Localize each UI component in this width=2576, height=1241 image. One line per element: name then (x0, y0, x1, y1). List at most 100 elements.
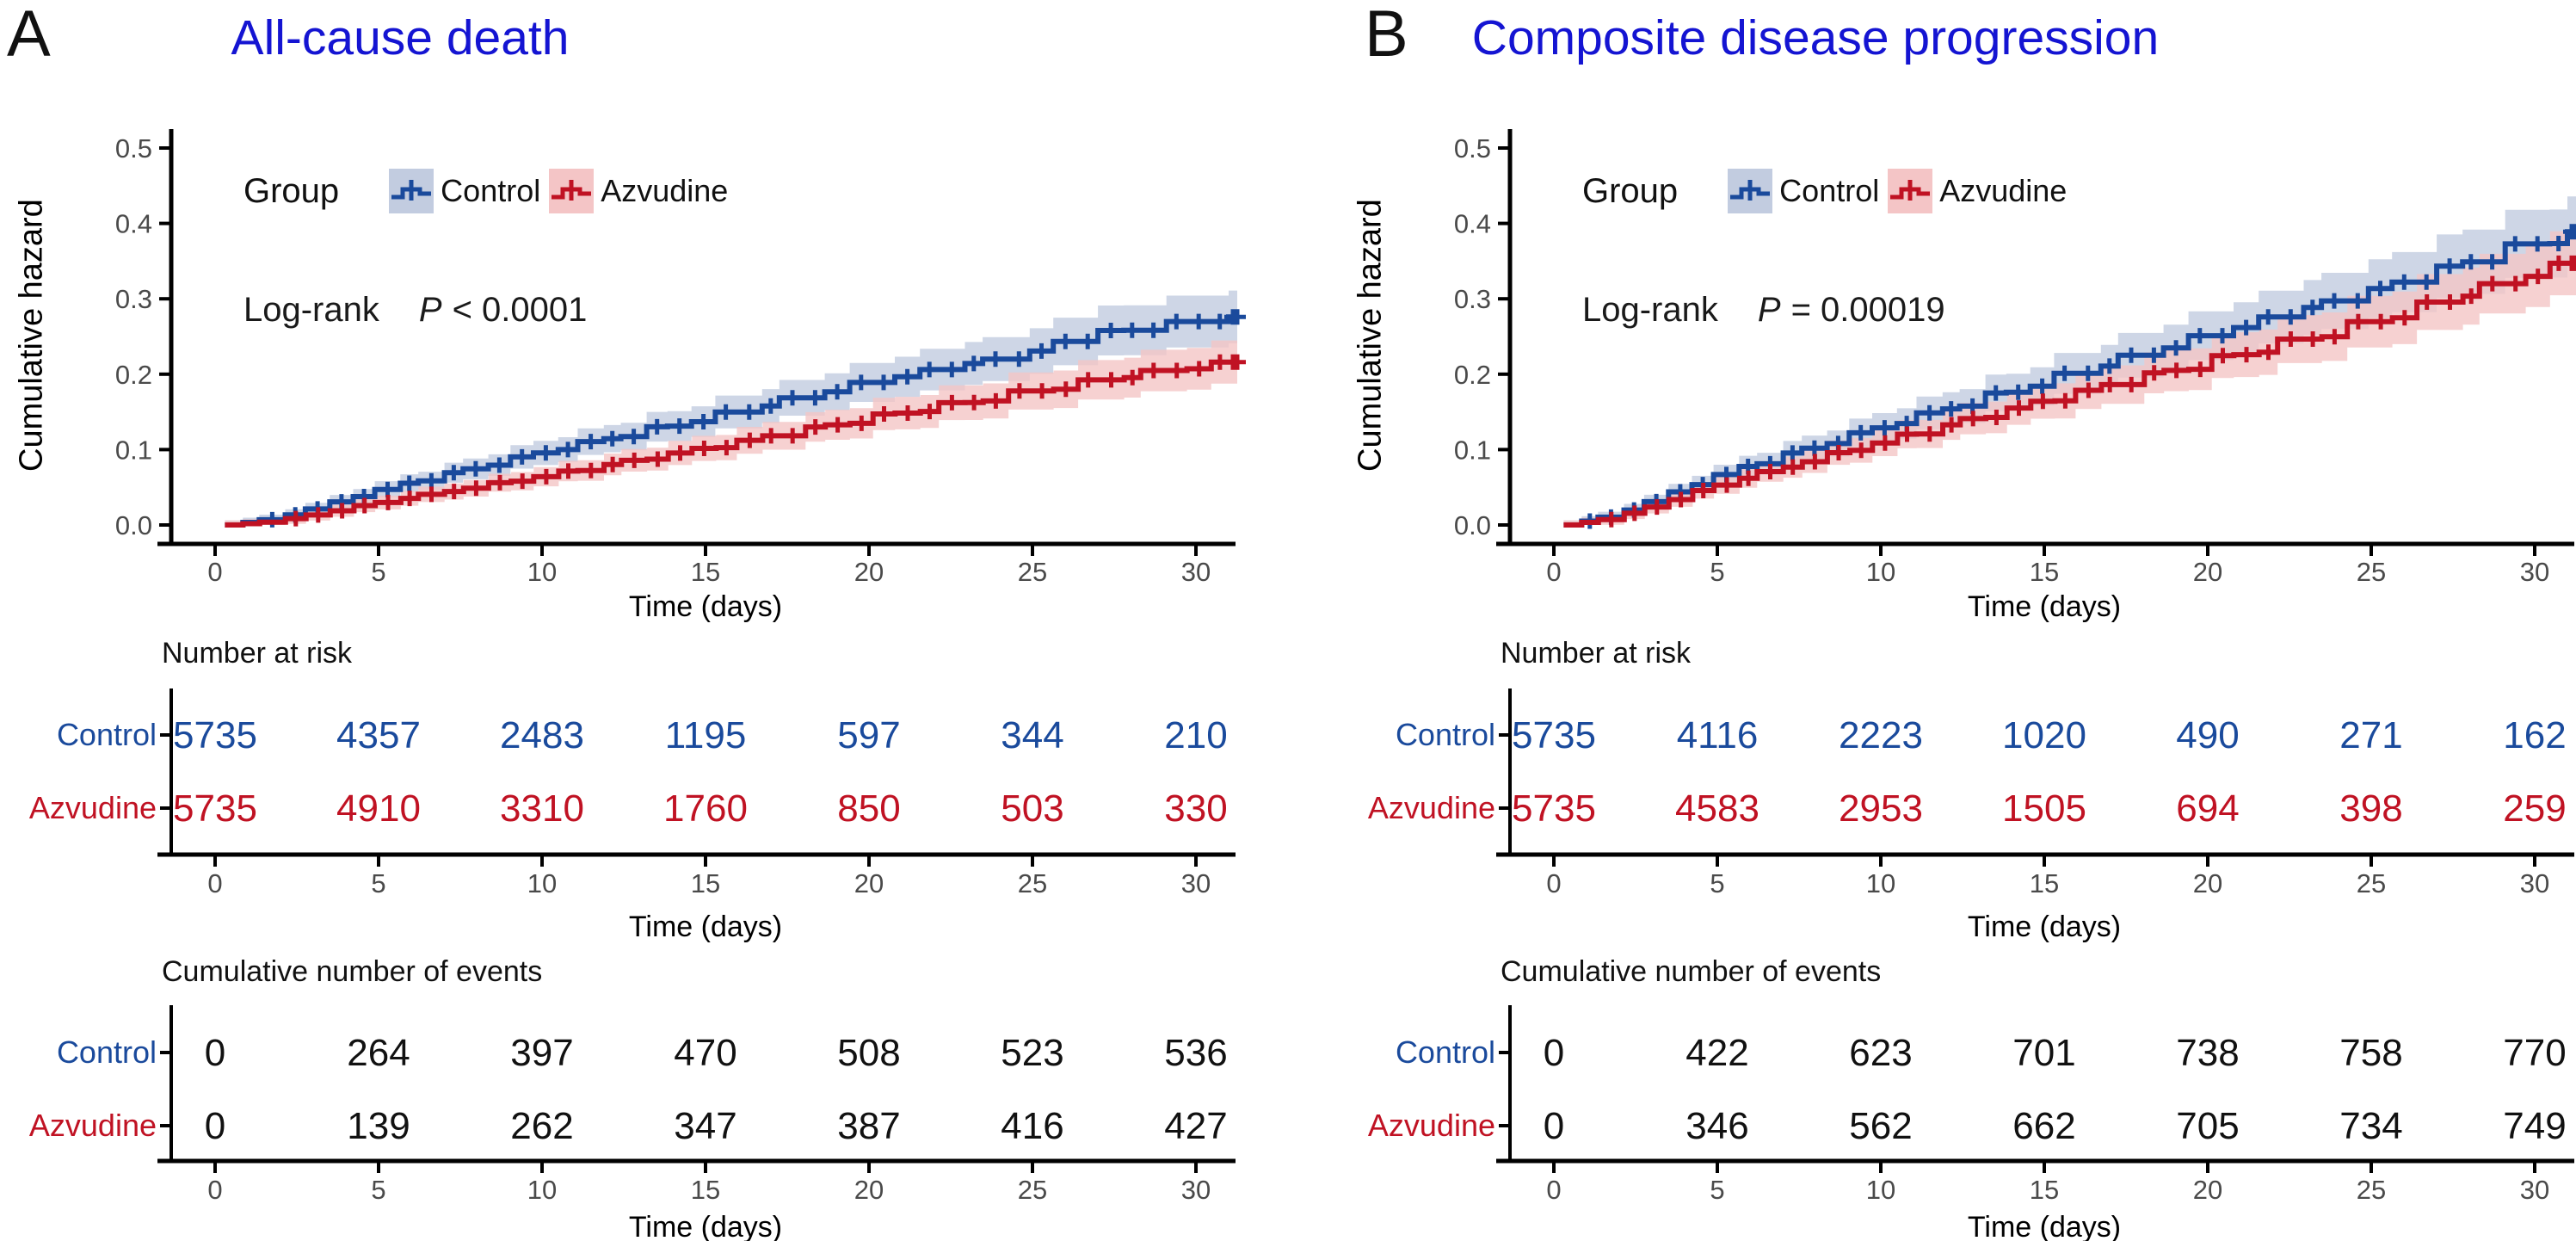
events-count-control: 0 (205, 1032, 225, 1074)
legend-item-control: Control (1728, 169, 1879, 213)
risk-count-azvudine: 1760 (663, 787, 748, 830)
events-row-label-azvudine: Azvudine (28, 1108, 157, 1143)
table-x-tick-label: 20 (854, 1175, 884, 1205)
risk-count-azvudine: 694 (2176, 787, 2239, 830)
y-tick-label: 0.1 (1454, 435, 1491, 465)
control-step-line-glyph (1728, 169, 1773, 213)
risk-row-label-azvudine: Azvudine (1367, 790, 1495, 825)
table-x-tick-label: 10 (1866, 868, 1895, 898)
risk-count-control: 344 (1001, 714, 1063, 756)
control-confidence-band (1563, 196, 2576, 525)
table-x-axis-title: Time (days) (1968, 911, 2121, 943)
control-step-line-icon (1728, 169, 1773, 213)
risk-count-control: 4116 (1677, 714, 1759, 756)
risk-count-azvudine: 3310 (500, 787, 584, 830)
table-x-tick-label: 15 (691, 868, 720, 898)
events-row-label-control: Control (56, 1034, 157, 1070)
risk-table-title: Number at risk (162, 637, 353, 670)
events-count-control: 758 (2339, 1032, 2402, 1074)
y-axis-title: Cumulative hazard (13, 199, 50, 472)
risk-count-azvudine: 4583 (1675, 787, 1759, 830)
panel-letter: A (7, 0, 51, 71)
events-count-control: 623 (1849, 1032, 1912, 1074)
x-tick-label: 30 (1181, 557, 1211, 587)
x-tick-label: 10 (1866, 557, 1895, 587)
table-x-tick-label: 10 (527, 1175, 557, 1205)
x-axis-title: Time (days) (629, 590, 782, 623)
legend-item-azvudine: Azvudine (549, 169, 728, 213)
legend-label: Azvudine (1939, 173, 2068, 208)
table-x-tick-label: 5 (371, 1175, 385, 1205)
events-count-control: 422 (1685, 1032, 1748, 1074)
events-count-azvudine: 0 (205, 1105, 225, 1147)
events-count-azvudine: 387 (837, 1105, 900, 1147)
chart-title: All-cause death (231, 10, 570, 65)
events-count-azvudine: 262 (510, 1105, 573, 1147)
events-count-control: 264 (347, 1032, 410, 1074)
legend-label: Control (1779, 173, 1880, 208)
x-tick-label: 30 (2520, 557, 2549, 587)
table-x-tick-label: 15 (691, 1175, 720, 1205)
table-x-tick-label: 0 (207, 868, 222, 898)
table-x-tick-label: 30 (2520, 1175, 2549, 1205)
panel-composite-disease-progression: 0.0 0.1 0.2 0.3 0.4 0.5 0 5 10 15 20 25 30 Time (days… (1339, 0, 2576, 1241)
events-table-title: Cumulative number of events (1501, 955, 1882, 988)
risk-count-azvudine: 5735 (1512, 787, 1596, 830)
y-tick-label: 0.0 (115, 510, 152, 540)
y-tick-label: 0.2 (1454, 360, 1491, 390)
y-tick-label: 0.5 (115, 133, 152, 164)
events-count-control: 0 (1544, 1032, 1564, 1074)
logrank-label: Log-rank (243, 291, 379, 329)
events-count-control: 397 (510, 1032, 573, 1074)
chart-canvas: 0.0 0.1 0.2 0.3 0.4 0.5 0 5 10 15 20 25 30 Time (days… (1454, 129, 2576, 1241)
events-count-azvudine: 734 (2339, 1105, 2402, 1147)
legend-label: Azvudine (601, 173, 729, 208)
table-x-axis-title: Time (days) (1968, 1211, 2121, 1241)
table-x-tick-label: 5 (1710, 1175, 1724, 1205)
y-tick-label: 0.2 (115, 360, 152, 390)
risk-count-azvudine: 4910 (336, 787, 421, 830)
table-x-tick-label: 25 (1018, 868, 1047, 898)
panel-letter: B (1365, 0, 1408, 71)
events-count-azvudine: 346 (1685, 1105, 1748, 1147)
events-count-azvudine: 427 (1164, 1105, 1227, 1147)
risk-count-azvudine: 398 (2339, 787, 2402, 830)
x-tick-label: 25 (2357, 557, 2386, 587)
risk-count-azvudine: 2953 (1839, 787, 1923, 830)
x-axis-title: Time (days) (1968, 590, 2121, 623)
p-value: = 0.00019 (1790, 291, 1945, 329)
events-count-azvudine: 416 (1001, 1105, 1063, 1147)
table-x-tick-label: 15 (2030, 1175, 2059, 1205)
risk-count-azvudine: 259 (2503, 787, 2566, 830)
azvudine-confidence-band (225, 340, 1237, 525)
x-tick-label: 0 (1546, 557, 1561, 587)
risk-count-azvudine: 503 (1001, 787, 1063, 830)
table-x-tick-label: 10 (527, 868, 557, 898)
risk-count-control: 5735 (173, 714, 257, 756)
y-tick-label: 0.4 (115, 209, 152, 239)
events-count-azvudine: 705 (2176, 1105, 2239, 1147)
risk-count-control: 2223 (1839, 714, 1923, 756)
legend-label: Control (441, 173, 541, 208)
risk-count-azvudine: 330 (1164, 787, 1227, 830)
control-step-line-glyph (389, 169, 434, 213)
risk-table-title: Number at risk (1501, 637, 1692, 670)
x-tick-label: 15 (691, 557, 720, 587)
events-count-azvudine: 749 (2503, 1105, 2566, 1147)
control-step-line-icon (389, 169, 434, 213)
risk-row-label-control: Control (1395, 717, 1495, 752)
risk-count-control: 490 (2176, 714, 2239, 756)
legend-item-control: Control (389, 169, 540, 213)
x-tick-label: 5 (1710, 557, 1724, 587)
table-x-tick-label: 0 (1546, 868, 1561, 898)
x-tick-label: 20 (854, 557, 884, 587)
risk-count-control: 2483 (500, 714, 584, 756)
x-tick-label: 0 (207, 557, 222, 587)
logrank-annotation: Log-rank P = 0.00019 (1582, 291, 1945, 330)
events-count-azvudine: 662 (2012, 1105, 2075, 1147)
events-count-control: 470 (674, 1032, 736, 1074)
logrank-annotation: Log-rank P < 0.0001 (243, 291, 587, 330)
events-count-azvudine: 562 (1849, 1105, 1912, 1147)
table-x-axis-title: Time (days) (629, 911, 782, 943)
legend: Group Control Azvudine (243, 167, 728, 215)
